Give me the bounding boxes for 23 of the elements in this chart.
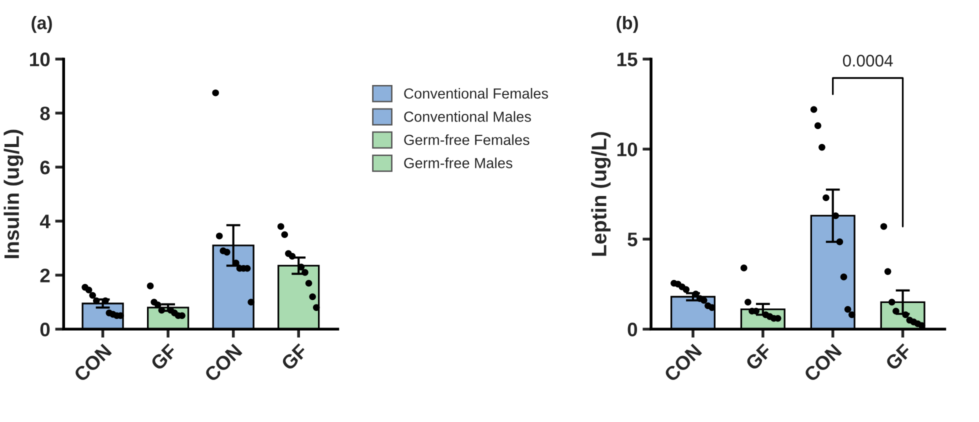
x-tick-label: GF xyxy=(280,343,308,371)
y-tick-label: 10 xyxy=(617,142,638,156)
y-tick-label: 6 xyxy=(40,160,50,174)
legend-label: Germ-free Males xyxy=(404,158,512,168)
chart-title: (a) xyxy=(32,16,52,33)
legend-label: Conventional Males xyxy=(404,111,531,122)
y-axis-title: Leptin (ug/L) xyxy=(591,132,611,256)
x-tick-label: GF xyxy=(884,343,912,371)
y-tick-label: 0 xyxy=(628,322,638,336)
y-tick-label: 15 xyxy=(617,52,638,66)
legend-label: Conventional Females xyxy=(404,88,548,99)
y-tick-label: 8 xyxy=(40,106,50,120)
y-tick-label: 10 xyxy=(30,52,50,66)
x-tick-label: GF xyxy=(150,343,178,371)
y-tick-label: 0 xyxy=(40,322,50,336)
y-axis-title: Insulin (ug/L) xyxy=(4,130,24,258)
y-tick-label: 5 xyxy=(628,232,638,246)
y-tick-label: 4 xyxy=(40,214,50,228)
x-tick-label: GF xyxy=(744,343,773,371)
y-tick-label: 2 xyxy=(40,268,50,282)
annotation: 0.0004 xyxy=(842,54,893,67)
chart-title: (b) xyxy=(616,16,638,33)
legend-label: Germ-free Females xyxy=(404,134,530,146)
